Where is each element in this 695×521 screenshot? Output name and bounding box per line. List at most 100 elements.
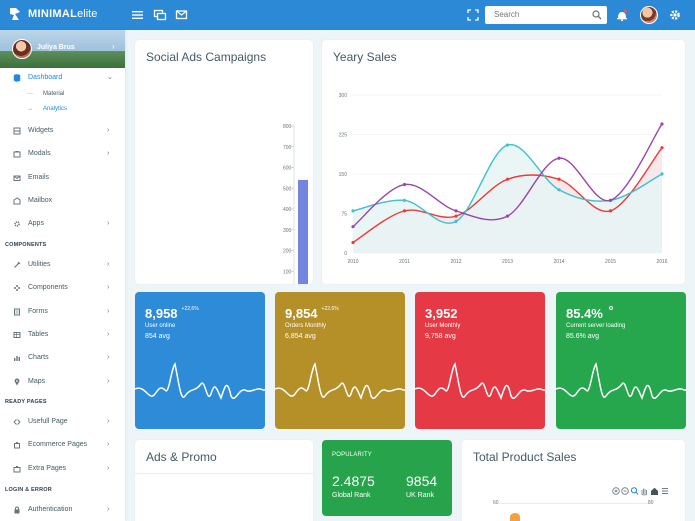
stat-change: +22,6% xyxy=(321,306,339,312)
sidebar-item-charts[interactable]: Charts › xyxy=(0,353,125,365)
data-point[interactable] xyxy=(402,182,407,187)
data-point[interactable] xyxy=(608,209,613,213)
hamburger-menu-icon[interactable] xyxy=(662,488,668,494)
section-components: COMPONENTS xyxy=(5,242,47,248)
stat-card: 3,952 User Monthly 9,758 avg xyxy=(415,292,545,429)
data-point[interactable] xyxy=(557,177,561,181)
chevron-down-icon: ⌄ xyxy=(107,74,113,81)
tick-label: 80 xyxy=(648,500,654,506)
yearly-sales-chart: 0 75 150 225 300 2010 2011 2012 2013 2014 2015 2016 xyxy=(339,93,668,265)
menu-icon[interactable] xyxy=(131,8,145,22)
sidebar-item-label: Forms xyxy=(28,307,48,315)
submenu-item-analytics[interactable]: → Analytics xyxy=(0,106,125,116)
sidebar-item-mailbox[interactable]: Mailbox xyxy=(0,196,125,208)
data-point[interactable] xyxy=(454,209,458,213)
data-point[interactable] xyxy=(402,198,407,202)
section-login-error: LOGIN & ERROR xyxy=(5,487,52,493)
apps-icon xyxy=(14,221,20,227)
data-point[interactable] xyxy=(660,122,664,126)
sidebar-item-dashboard[interactable]: Dashboard ⌄ xyxy=(0,73,125,85)
data-point[interactable] xyxy=(505,214,510,218)
y-tick-label: 700 xyxy=(283,145,292,151)
data-point[interactable] xyxy=(557,188,561,192)
sidebar-item-utilities[interactable]: Utilities › xyxy=(0,260,125,272)
search-input[interactable] xyxy=(494,10,589,19)
brand-bold: MINIMAL xyxy=(28,8,78,20)
search-icon[interactable] xyxy=(592,10,602,20)
sidebar-item-emails[interactable]: Emails xyxy=(0,173,125,185)
pan-hand-icon[interactable] xyxy=(641,488,648,496)
zoom-out-icon[interactable] xyxy=(621,487,629,495)
sidebar-item-apps[interactable]: Apps › xyxy=(0,219,125,231)
product-sales-title: Total Product Sales xyxy=(473,450,577,464)
brand-light: elite xyxy=(77,8,98,20)
chevron-right-icon: › xyxy=(107,330,110,338)
y-tick-label: 200 xyxy=(283,249,292,255)
sidebar-item-label: Apps xyxy=(28,220,44,228)
chevron-right-icon: › xyxy=(107,418,110,425)
chevron-right-icon: › xyxy=(107,377,110,385)
sidebar-item-extra-pages[interactable]: Extra Pages › xyxy=(0,464,125,476)
chevron-right-icon: › xyxy=(107,261,110,268)
utilities-icon xyxy=(14,261,21,268)
data-point[interactable] xyxy=(505,177,510,181)
data-point[interactable] xyxy=(557,156,561,160)
y-tick-label: 800 xyxy=(283,124,292,130)
data-point[interactable] xyxy=(351,225,355,229)
fullscreen-icon[interactable] xyxy=(466,8,480,22)
data-point[interactable] xyxy=(454,214,458,218)
data-point[interactable] xyxy=(351,209,355,213)
modals-icon xyxy=(13,151,21,158)
data-point[interactable] xyxy=(608,198,613,202)
x-tick-label: 2011 xyxy=(399,259,410,265)
data-point[interactable] xyxy=(402,209,407,213)
chat-icon[interactable] xyxy=(153,8,167,22)
data-point[interactable] xyxy=(660,172,664,176)
product-sales-card: Total Product Sales 60 80 xyxy=(462,440,685,521)
sidebar-item-label: Widgets xyxy=(28,127,54,134)
data-point[interactable] xyxy=(351,240,355,245)
stat-change: +22,6% xyxy=(181,306,199,312)
sidebar-item-tables[interactable]: Tables › xyxy=(0,330,125,342)
stat-label: Orders Monthly xyxy=(285,323,327,329)
sidebar-item-modals[interactable]: Modals › xyxy=(0,149,125,161)
stat-card: 8,958 +22,6% User online 854 avg xyxy=(135,292,265,429)
sidebar-item-label: Usefull Page xyxy=(28,418,68,425)
sidebar-profile[interactable]: Juliya Brus › xyxy=(0,30,125,68)
bell-icon[interactable] xyxy=(615,8,629,22)
stat-value: 8,958 +22,6% xyxy=(145,306,199,321)
stat-label: User Monthly xyxy=(425,323,461,329)
magnifier-icon[interactable] xyxy=(630,487,639,495)
search-box[interactable] xyxy=(485,6,607,24)
sidebar-item-authentication[interactable]: Authentication › xyxy=(0,505,125,517)
sidebar-item-forms[interactable]: Forms › xyxy=(0,307,125,319)
profile-name: Juliya Brus xyxy=(37,44,75,51)
sidebar-item-widgets[interactable]: Widgets › xyxy=(0,126,125,138)
user-avatar[interactable] xyxy=(640,6,658,24)
sidebar-item-maps[interactable]: Maps › xyxy=(0,377,125,389)
extra-pages-icon xyxy=(13,465,21,473)
bar-segment[interactable] xyxy=(298,179,308,284)
series-area xyxy=(353,144,662,253)
mail-icon[interactable] xyxy=(175,8,189,22)
popularity-header: POPULARITY xyxy=(332,452,373,458)
submenu-item-material[interactable]: ··· Material xyxy=(0,91,125,101)
data-point[interactable] xyxy=(660,146,664,150)
chevron-right-icon: › xyxy=(107,284,110,292)
ring-icon xyxy=(608,306,613,310)
sidebar-item-ecommerce-pages[interactable]: Ecommerce Pages › xyxy=(0,440,125,452)
sidebar-item-usefull-page[interactable]: Usefull Page › xyxy=(0,417,125,429)
uk-rank-value: 9854 xyxy=(406,473,438,489)
data-point[interactable] xyxy=(454,219,458,223)
zoom-in-icon[interactable] xyxy=(612,487,620,495)
emails-icon xyxy=(13,175,21,181)
brand-logo[interactable]: MINIMAL elite xyxy=(8,6,97,22)
sidebar-item-components[interactable]: Components › xyxy=(0,283,125,295)
stat-value: 85.4% xyxy=(566,306,613,321)
data-point[interactable] xyxy=(505,143,510,147)
gear-icon[interactable] xyxy=(668,8,682,22)
sidebar: Juliya Brus › Dashboard ⌄ ··· Material →… xyxy=(0,30,125,521)
y-tick-label: 300 xyxy=(339,93,348,99)
home-icon[interactable] xyxy=(651,487,658,495)
y-tick-label: 225 xyxy=(339,133,348,139)
